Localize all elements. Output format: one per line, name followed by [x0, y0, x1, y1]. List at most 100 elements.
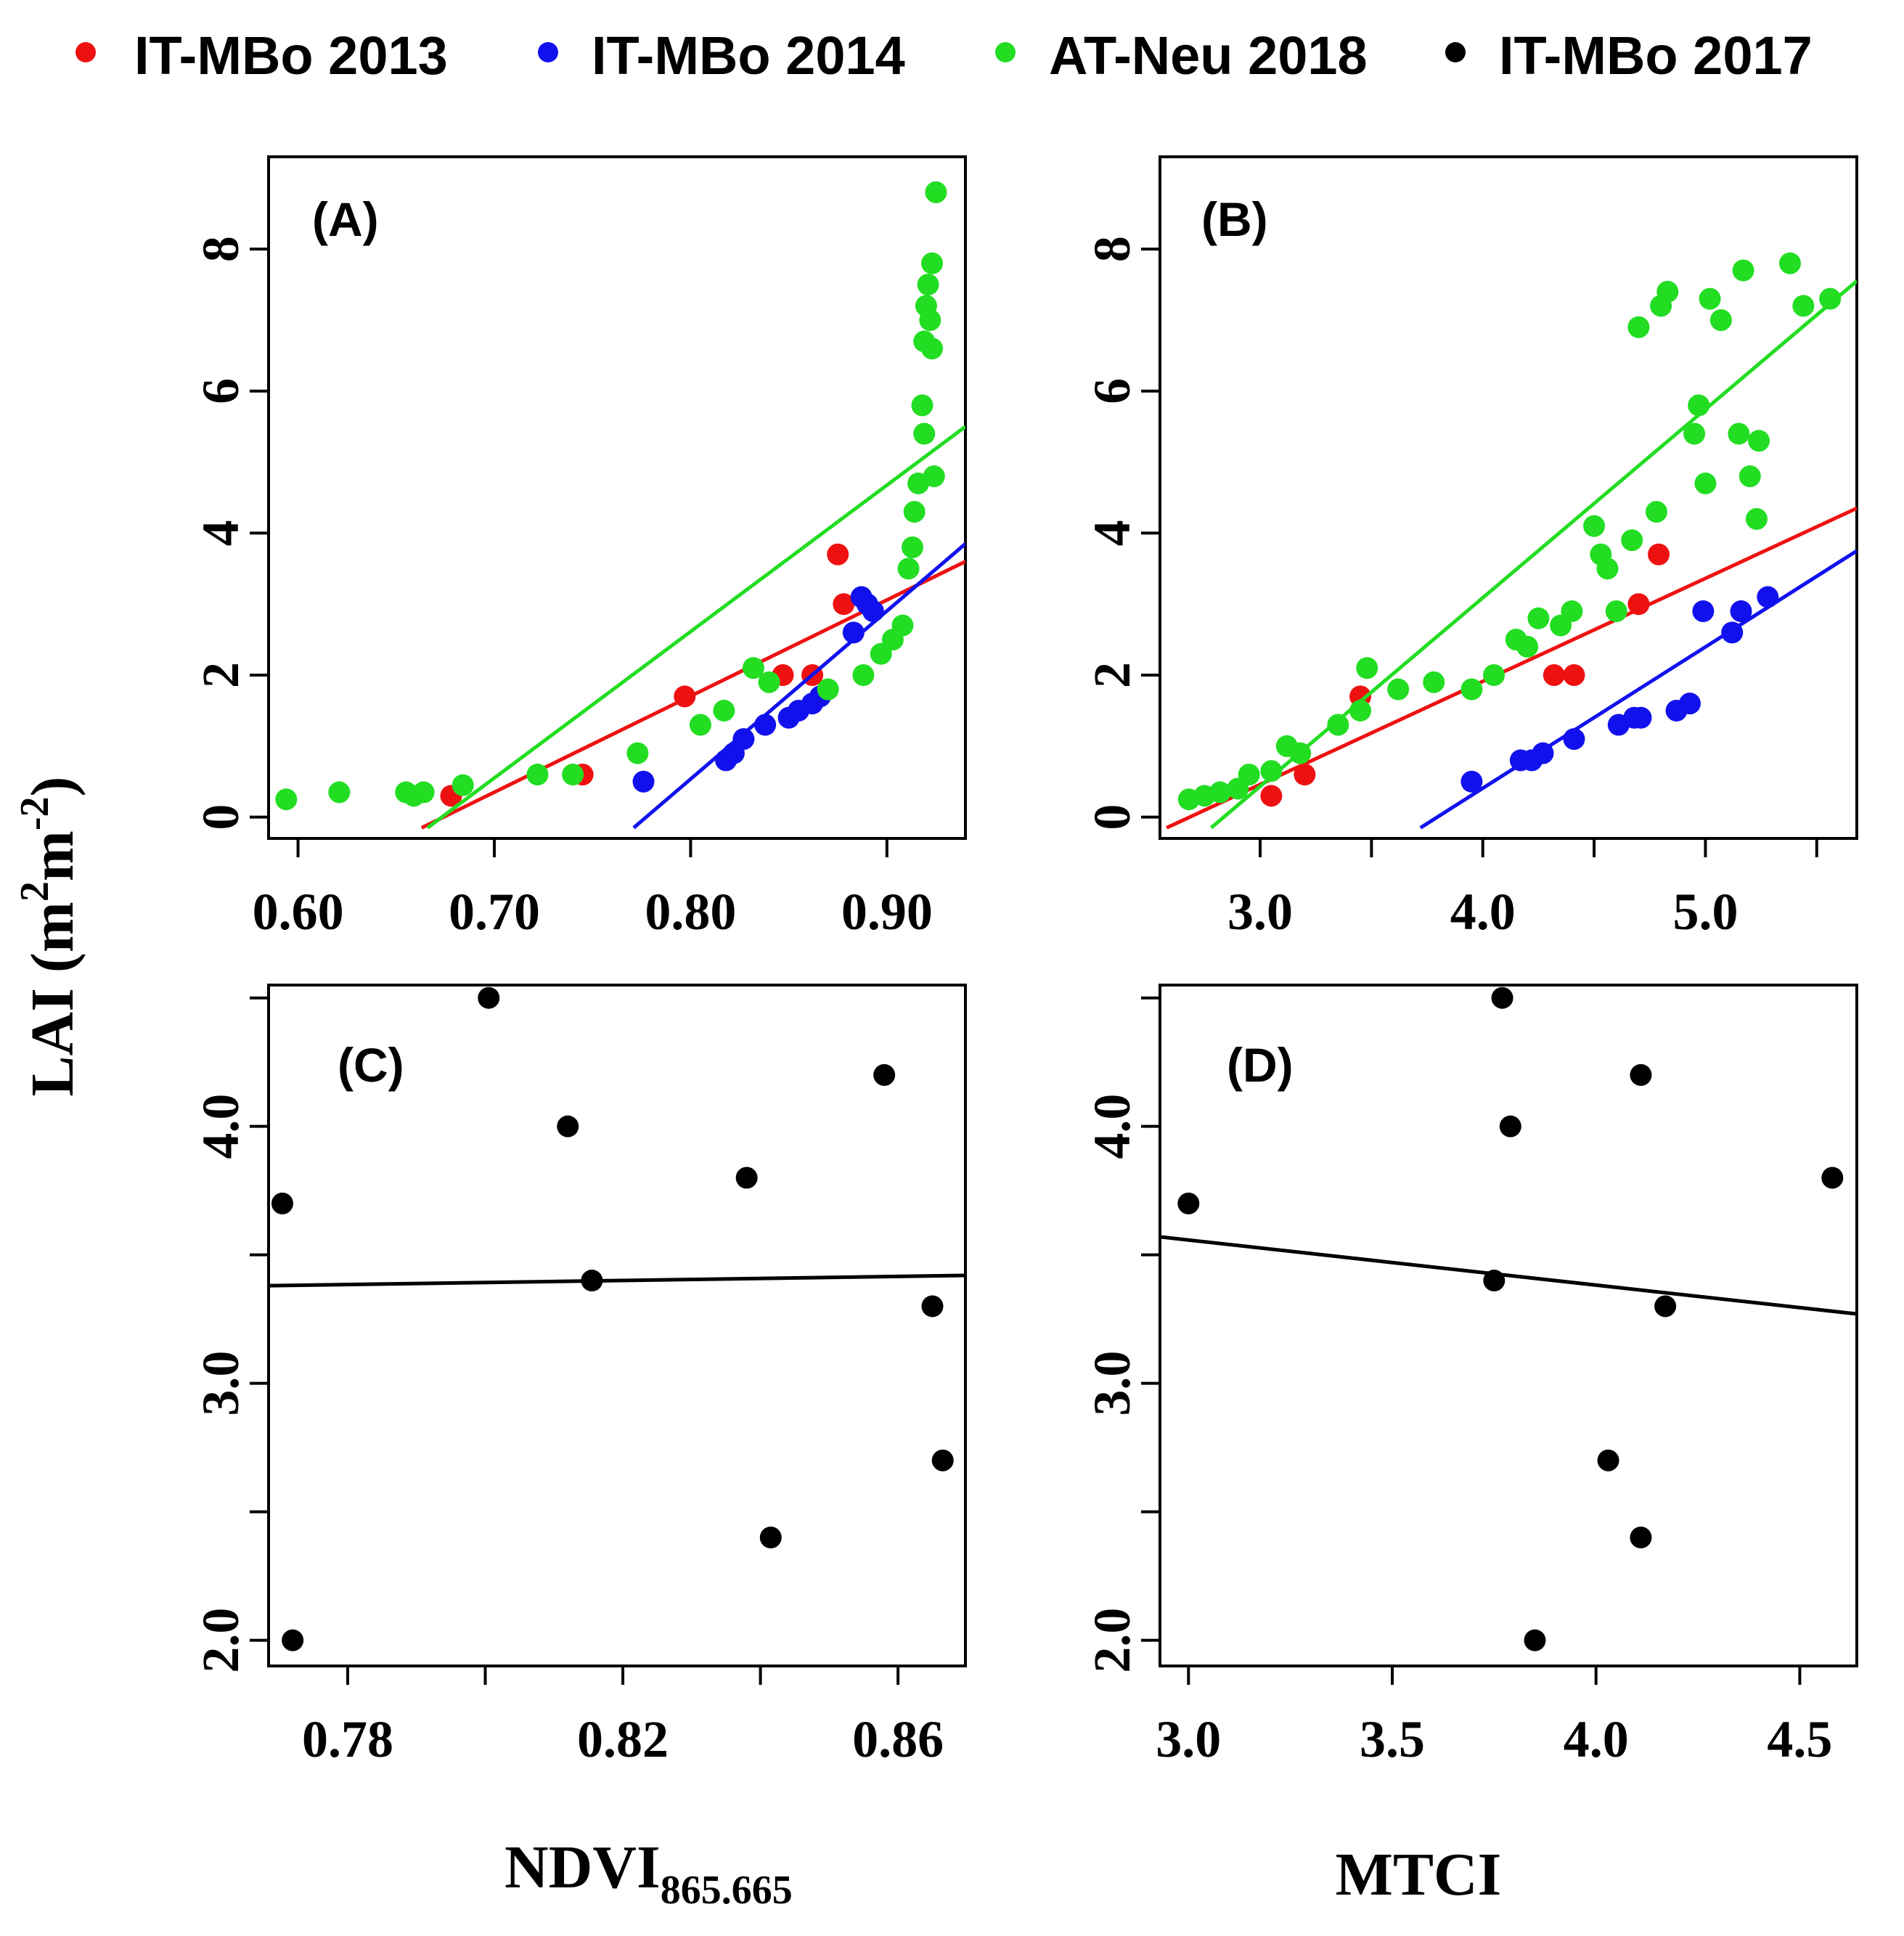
data-point: [1294, 763, 1316, 785]
data-point: [1524, 1629, 1546, 1651]
data-point: [921, 1295, 944, 1318]
data-point: [913, 422, 936, 445]
data-point: [626, 742, 649, 764]
y-tick-label: 6: [192, 378, 250, 404]
data-point: [1260, 760, 1283, 783]
y-tick-label: 3.0: [1083, 1351, 1141, 1416]
data-point: [1596, 557, 1619, 580]
data-point: [1543, 664, 1565, 687]
data-point: [921, 338, 944, 360]
data-point: [1630, 706, 1652, 729]
legend-marker-red: [75, 42, 96, 62]
data-point: [1792, 295, 1815, 317]
data-point: [1699, 287, 1721, 310]
x-axis-title-ndvi: NDVI865.665: [504, 1834, 793, 1913]
data-point: [1730, 600, 1752, 622]
data-point: [1745, 507, 1768, 530]
legend-marker-black: [1445, 42, 1466, 62]
x-tick-label: 3.0: [1156, 1710, 1221, 1768]
data-point: [713, 699, 735, 722]
plot-frame: [1159, 155, 1858, 840]
data-point: [1460, 770, 1483, 793]
x-tick-label: 0.90: [841, 883, 933, 941]
regression-line: [426, 425, 965, 830]
data-point: [1583, 515, 1606, 537]
x-tick-label: 0.70: [449, 883, 540, 941]
legend: IT-MBo 2013 IT-MBo 2014 AT-Neu 2018 IT-M…: [75, 25, 1813, 86]
x-axis-title-mtci: MTCI: [1336, 1841, 1502, 1908]
data-point: [271, 1192, 293, 1214]
data-point: [735, 1167, 758, 1189]
data-point: [903, 501, 926, 523]
legend-item-it-mbo-2013: IT-MBo 2013: [75, 25, 448, 86]
data-point: [1238, 763, 1260, 785]
plot-frame: [1159, 984, 1858, 1667]
data-point: [923, 465, 945, 488]
legend-marker-green: [995, 42, 1016, 62]
data-point: [1648, 543, 1670, 565]
regression-line: [1419, 549, 1857, 830]
data-point: [1605, 600, 1627, 622]
legend-item-it-mbo-2014: IT-MBo 2014: [538, 25, 905, 86]
data-point: [1732, 259, 1754, 282]
legend-label: AT-Neu 2018: [1049, 25, 1368, 86]
panel-label: (C): [338, 1038, 404, 1092]
y-tick-label: 2.0: [192, 1608, 250, 1673]
data-point: [1819, 287, 1842, 310]
data-point: [275, 788, 298, 811]
data-point: [1177, 1192, 1200, 1214]
legend-item-at-neu-2018: AT-Neu 2018: [995, 25, 1368, 86]
data-point: [282, 1629, 304, 1651]
data-point: [1561, 600, 1583, 622]
data-point: [1630, 1063, 1652, 1086]
data-point: [758, 671, 780, 693]
data-point: [1483, 664, 1505, 687]
data-point: [328, 781, 351, 804]
data-point: [852, 664, 875, 687]
data-point: [1627, 316, 1650, 338]
regression-line: [1209, 279, 1857, 830]
data-point: [632, 770, 655, 793]
y-axis-title: LAI (m2m-2): [12, 777, 86, 1097]
plot-frame: [267, 155, 967, 840]
x-tick-label: 4.0: [1450, 883, 1516, 941]
series-it-mbo-2014: [1419, 549, 1857, 830]
x-tick-label: 0.60: [253, 883, 344, 941]
x-tick-label: 0.82: [577, 1710, 669, 1768]
y-tick-label: 8: [192, 236, 250, 262]
data-point: [1563, 664, 1585, 687]
plot-frame: [267, 984, 967, 1667]
data-point: [1491, 987, 1513, 1009]
data-point: [917, 274, 939, 296]
x-tick-label: 3.5: [1360, 1710, 1425, 1768]
legend-label: IT-MBo 2013: [134, 25, 448, 86]
data-point: [1778, 252, 1801, 274]
panel-label: (B): [1201, 192, 1268, 246]
data-point: [901, 536, 923, 558]
regression-line: [1160, 1235, 1857, 1316]
x-tick-label: 4.0: [1564, 1710, 1629, 1768]
panel-d: 2.0 3.0 4.0 3.0 3.5 4.0 4.5 (D): [1083, 984, 1858, 1768]
data-point: [1654, 1295, 1677, 1318]
series-it-mbo-2017: [269, 987, 965, 1651]
data-point: [759, 1527, 782, 1549]
data-point: [925, 181, 947, 203]
series-at-neu-2018: [275, 181, 965, 830]
legend-marker-blue: [538, 42, 558, 62]
data-point: [1627, 593, 1650, 616]
y-tick-label: 2: [1083, 662, 1141, 688]
y-tick-label: 2.0: [1083, 1608, 1141, 1673]
data-point: [742, 657, 764, 679]
y-tick-label: 4.0: [1083, 1094, 1141, 1159]
panel-c: 2.0 3.0 4.0 0.78 0.82 0.86 (C): [192, 984, 967, 1768]
data-point: [1423, 671, 1445, 693]
data-point: [1260, 785, 1283, 807]
panel-label: (A): [312, 192, 379, 246]
data-point: [1527, 607, 1550, 629]
data-point: [1597, 1449, 1619, 1471]
y-tick-label: 0: [1083, 804, 1141, 830]
data-point: [1748, 430, 1770, 452]
data-point: [526, 763, 549, 785]
data-point: [1460, 678, 1483, 701]
